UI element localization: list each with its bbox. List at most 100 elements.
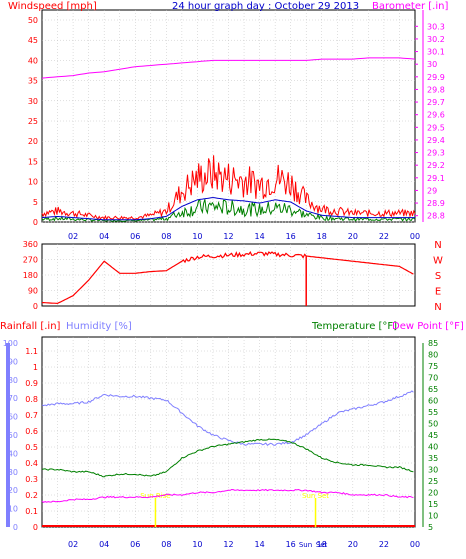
- barometer-tick-label: 30.2: [427, 35, 445, 44]
- rainfall-tick-label: 0.3: [25, 475, 38, 484]
- humidity-series: [41, 390, 414, 446]
- barometer-tick-label: 29.9: [427, 73, 445, 82]
- temperature-tick-label: 45: [428, 431, 438, 440]
- temperature-tick-label: 25: [428, 477, 438, 486]
- direction-tick-label: 360: [23, 240, 38, 249]
- compass-label: N: [434, 302, 441, 313]
- barometer-tick-label: 29.5: [427, 123, 445, 132]
- x-tick-label: 10: [192, 540, 202, 549]
- temperature-tick-label: 75: [428, 362, 438, 371]
- temperature-tick-label: 35: [428, 454, 438, 463]
- barometer-series: [41, 57, 416, 79]
- rainfall-tick-label: 0.8: [25, 395, 38, 404]
- compass-label: E: [435, 287, 441, 298]
- dewpoint-series: [41, 488, 414, 503]
- humidity-tick-label: 60: [8, 413, 18, 422]
- x-tick-label: 12: [223, 232, 233, 241]
- humidity-tick-label: 100: [3, 339, 18, 348]
- rainfall-tick-label: 1.1: [25, 347, 38, 356]
- barometer-tick-label: 29: [427, 186, 437, 195]
- x-tick-label: 16: [286, 540, 296, 549]
- x-tick-label: 20: [348, 232, 358, 241]
- x-tick-label: 12: [223, 540, 233, 549]
- direction-tick-label: 180: [23, 271, 38, 280]
- temperature-tick-label: 40: [428, 443, 438, 452]
- x-tick-label: 22: [379, 540, 389, 549]
- x-tick-label: 20: [348, 540, 358, 549]
- x-tick-label: 16: [286, 232, 296, 241]
- rainfall-tick-label: 0.1: [25, 507, 38, 516]
- compass-label: N: [434, 240, 441, 251]
- windspeed-tick-label: 40: [28, 56, 38, 65]
- humidity-tick-label: 20: [8, 486, 18, 495]
- rainfall-tick-label: 0.9: [25, 379, 38, 388]
- rainfall-tick-label: 0.6: [25, 427, 38, 436]
- windspeed-tick-label: 50: [28, 16, 38, 25]
- compass-label: W: [433, 256, 443, 267]
- barometer-tick-label: 30: [427, 60, 437, 69]
- x-tick-label: 06: [130, 540, 140, 549]
- temperature-tick-label: 55: [428, 408, 438, 417]
- temperature-tick-label: 5: [428, 523, 433, 532]
- barometer-tick-label: 28.8: [427, 212, 445, 221]
- x-tick-label: 22: [379, 232, 389, 241]
- series-layer: [41, 57, 416, 527]
- set-tick-label: Set: [316, 541, 328, 549]
- humidity-tick-label: 90: [8, 357, 18, 366]
- rainfall-tick-label: 0.7: [25, 411, 38, 420]
- windspeed-tick-label: 45: [28, 36, 38, 45]
- barometer-tick-label: 30.3: [427, 22, 445, 31]
- rainfall-tick-label: 0.2: [25, 491, 38, 500]
- humidity-axis-label: Humidity [%]: [66, 321, 132, 332]
- barometer-tick-label: 29.6: [427, 111, 445, 120]
- barometer-tick-label: 29.8: [427, 85, 445, 94]
- temperature-tick-label: 65: [428, 385, 438, 394]
- rainfall-tick-label: 0.4: [25, 459, 38, 468]
- barometer-axis-label: Barometer [.in]: [372, 1, 448, 12]
- x-tick-label: 14: [254, 540, 264, 549]
- x-tick-label: 10: [192, 232, 202, 241]
- x-tick-label: 18: [317, 540, 327, 549]
- humidity-tick-label: 30: [8, 468, 18, 477]
- sunrise-label: Sun Rise: [140, 492, 170, 500]
- x-tick-label: 08: [161, 232, 171, 241]
- x-tick-label: 04: [99, 540, 109, 549]
- x-tick-label: 04: [99, 232, 109, 241]
- barometer-tick-label: 29.4: [427, 136, 445, 145]
- barometer-tick-label: 29.1: [427, 174, 445, 183]
- rainfall-tick-label: 0: [33, 523, 38, 532]
- temperature-tick-label: 50: [428, 420, 438, 429]
- temperature-tick-label: 85: [428, 339, 438, 348]
- humidity-tick-label: 0: [13, 523, 18, 532]
- windspeed-tick-label: 0: [33, 218, 38, 227]
- x-tick-label: 14: [254, 232, 264, 241]
- temperature-tick-label: 70: [428, 374, 438, 383]
- x-tick-label: 00: [410, 232, 420, 241]
- windspeed-tick-label: 35: [28, 77, 38, 86]
- barometer-tick-label: 29.3: [427, 149, 445, 158]
- compass-label: S: [435, 271, 441, 282]
- direction-tick-label: 270: [23, 256, 38, 265]
- temperature-tick-label: 80: [428, 351, 438, 360]
- barometer-tick-label: 30.1: [427, 48, 445, 57]
- x-tick-label: 00: [410, 540, 420, 549]
- windspeed-tick-label: 15: [28, 157, 38, 166]
- humidity-tick-label: 80: [8, 376, 18, 385]
- temperature-axis-label: Temperature [°F]: [311, 321, 397, 332]
- windspeed-tick-label: 30: [28, 97, 38, 106]
- wind-mean-series: [41, 197, 415, 221]
- tick-layer: 0202040406060808101012121414161618182020…: [3, 10, 445, 549]
- chart-title: 24 hour graph day : October 29 2013: [172, 1, 359, 12]
- temperature-tick-label: 10: [428, 512, 438, 521]
- windspeed-tick-label: 20: [28, 137, 38, 146]
- temperature-tick-label: 20: [428, 489, 438, 498]
- direction-tick-label: 90: [28, 287, 38, 296]
- windspeed-tick-label: 25: [28, 117, 38, 126]
- x-tick-label: 06: [130, 232, 140, 241]
- barometer-tick-label: 28.9: [427, 199, 445, 208]
- humidity-tick-label: 70: [8, 394, 18, 403]
- temperature-tick-label: 30: [428, 466, 438, 475]
- windspeed-tick-label: 10: [28, 178, 38, 187]
